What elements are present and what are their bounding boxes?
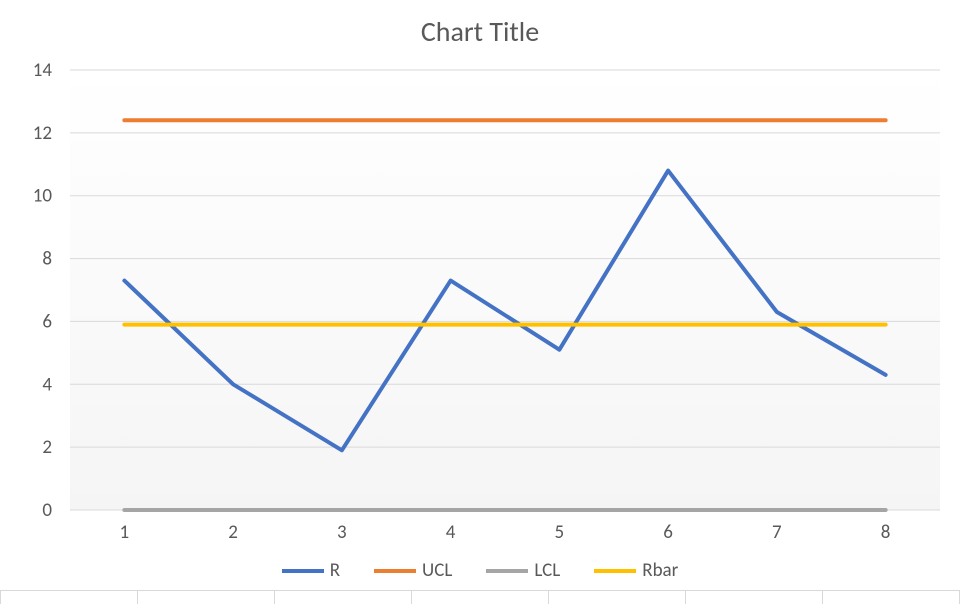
svg-text:2: 2	[42, 436, 52, 459]
legend-label-lcl: LCL	[534, 559, 560, 582]
bottom-grid-row	[0, 590, 960, 604]
svg-text:7: 7	[772, 521, 782, 544]
bottom-grid-cell	[0, 590, 138, 604]
legend-swatch-lcl	[486, 569, 528, 573]
legend-item-lcl: LCL	[486, 559, 560, 582]
bottom-grid-cell	[412, 590, 549, 604]
bottom-grid-cell	[686, 590, 823, 604]
svg-text:8: 8	[42, 248, 52, 271]
legend: R UCL LCL Rbar	[0, 559, 960, 582]
svg-text:3: 3	[337, 521, 347, 544]
legend-label-rbar: Rbar	[642, 559, 678, 582]
svg-text:4: 4	[42, 373, 52, 396]
svg-text:2: 2	[228, 521, 238, 544]
svg-text:5: 5	[555, 521, 565, 544]
legend-swatch-rbar	[594, 569, 636, 573]
legend-swatch-ucl	[374, 569, 416, 573]
svg-text:8: 8	[881, 521, 891, 544]
svg-text:10: 10	[33, 185, 53, 208]
chart-container: Chart Title 0246810121412345678 R UCL LC…	[0, 0, 960, 604]
chart-plot: 0246810121412345678	[0, 0, 960, 604]
legend-item-r: R	[282, 559, 340, 582]
svg-text:6: 6	[663, 521, 673, 544]
bottom-grid-cell	[138, 590, 275, 604]
svg-text:14: 14	[33, 59, 53, 82]
bottom-grid-cell	[823, 590, 960, 604]
svg-text:12: 12	[33, 122, 52, 145]
legend-swatch-r	[282, 569, 324, 573]
legend-label-r: R	[330, 559, 340, 582]
bottom-grid-cell	[549, 590, 686, 604]
bottom-grid-cell	[275, 590, 412, 604]
svg-text:4: 4	[446, 521, 456, 544]
svg-text:1: 1	[120, 521, 130, 544]
svg-text:6: 6	[42, 310, 52, 333]
legend-item-ucl: UCL	[374, 559, 452, 582]
svg-text:0: 0	[42, 499, 52, 522]
legend-label-ucl: UCL	[422, 559, 452, 582]
legend-item-rbar: Rbar	[594, 559, 678, 582]
